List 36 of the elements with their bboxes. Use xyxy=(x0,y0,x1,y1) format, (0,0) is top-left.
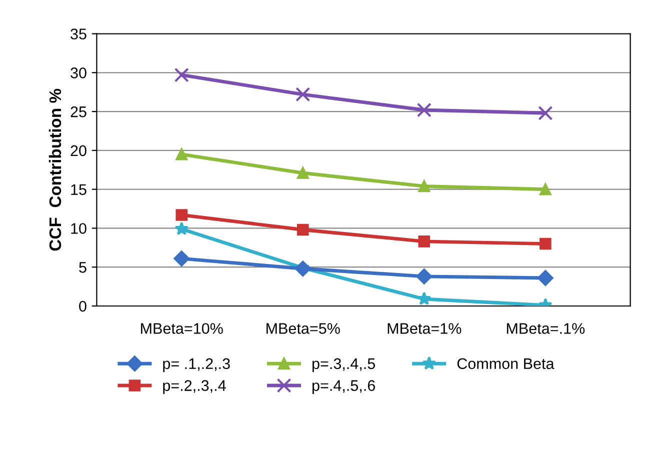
point xyxy=(294,260,311,277)
y-tick-label: 25 xyxy=(70,106,86,118)
x-tick-label: MBeta=1% xyxy=(388,323,462,334)
point xyxy=(417,292,432,306)
legend-label: p= .1,.2,.3 xyxy=(163,358,230,372)
legend-label: p=.2,.3,.4 xyxy=(163,380,226,394)
point xyxy=(174,68,189,82)
y-tick-label: 35 xyxy=(70,28,86,40)
point xyxy=(416,268,432,284)
point xyxy=(538,106,553,120)
y-tick-label: 20 xyxy=(70,145,86,156)
point xyxy=(416,102,432,118)
legend-label: p=.3,.4,.5 xyxy=(312,358,376,372)
x-tick-label: MBeta=5% xyxy=(266,323,340,334)
point xyxy=(174,250,190,266)
y-tick-label: 0 xyxy=(79,300,86,312)
y-tick-label: 15 xyxy=(71,184,86,196)
point xyxy=(296,167,309,179)
point xyxy=(176,148,188,160)
y-axis-title: CCF Contribution % xyxy=(48,88,62,251)
point xyxy=(418,236,430,248)
point xyxy=(174,222,189,236)
x-tick-label: MBeta=.1% xyxy=(506,323,585,334)
legend-label: Common Beta xyxy=(457,358,554,370)
y-tick-label: 5 xyxy=(79,262,86,273)
point xyxy=(540,238,552,250)
point xyxy=(176,209,188,221)
legend-label: p=.4,.5,.6 xyxy=(312,380,375,394)
point xyxy=(418,180,430,192)
y-tick-label: 10 xyxy=(71,223,86,234)
point xyxy=(296,87,310,102)
y-tick-label: 30 xyxy=(70,68,86,78)
x-tick-label: MBeta=10% xyxy=(141,323,223,334)
point xyxy=(540,183,552,196)
point xyxy=(538,270,554,286)
point xyxy=(296,224,309,236)
